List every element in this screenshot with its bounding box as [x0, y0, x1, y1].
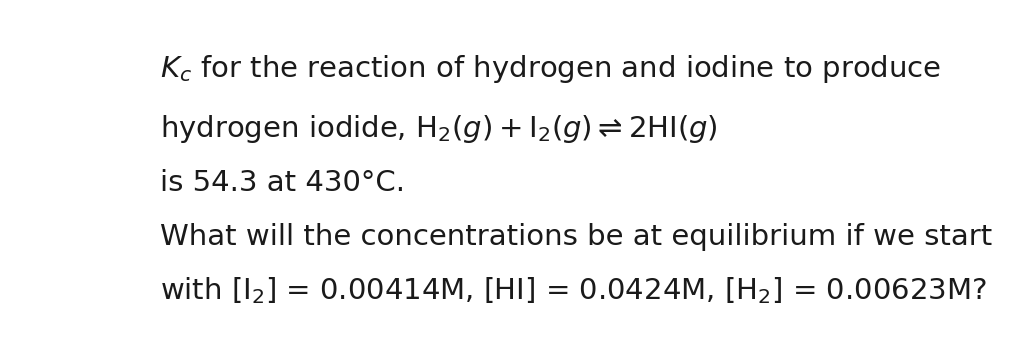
Text: What will the concentrations be at equilibrium if we start: What will the concentrations be at equil…	[160, 223, 992, 251]
Text: with $[\mathrm{I_2}]$ = 0.00414M, [HI] = 0.0424M, $[\mathrm{H_2}]$ = 0.00623M?: with $[\mathrm{I_2}]$ = 0.00414M, [HI] =…	[160, 275, 987, 306]
Text: $K_c$ for the reaction of hydrogen and iodine to produce: $K_c$ for the reaction of hydrogen and i…	[160, 53, 941, 85]
Text: hydrogen iodide, $\mathrm{H_2}(g) + \mathrm{I_2}(g) \rightleftharpoons 2\mathrm{: hydrogen iodide, $\mathrm{H_2}(g) + \mat…	[160, 113, 718, 145]
Text: is 54.3 at 430°C.: is 54.3 at 430°C.	[160, 169, 404, 197]
